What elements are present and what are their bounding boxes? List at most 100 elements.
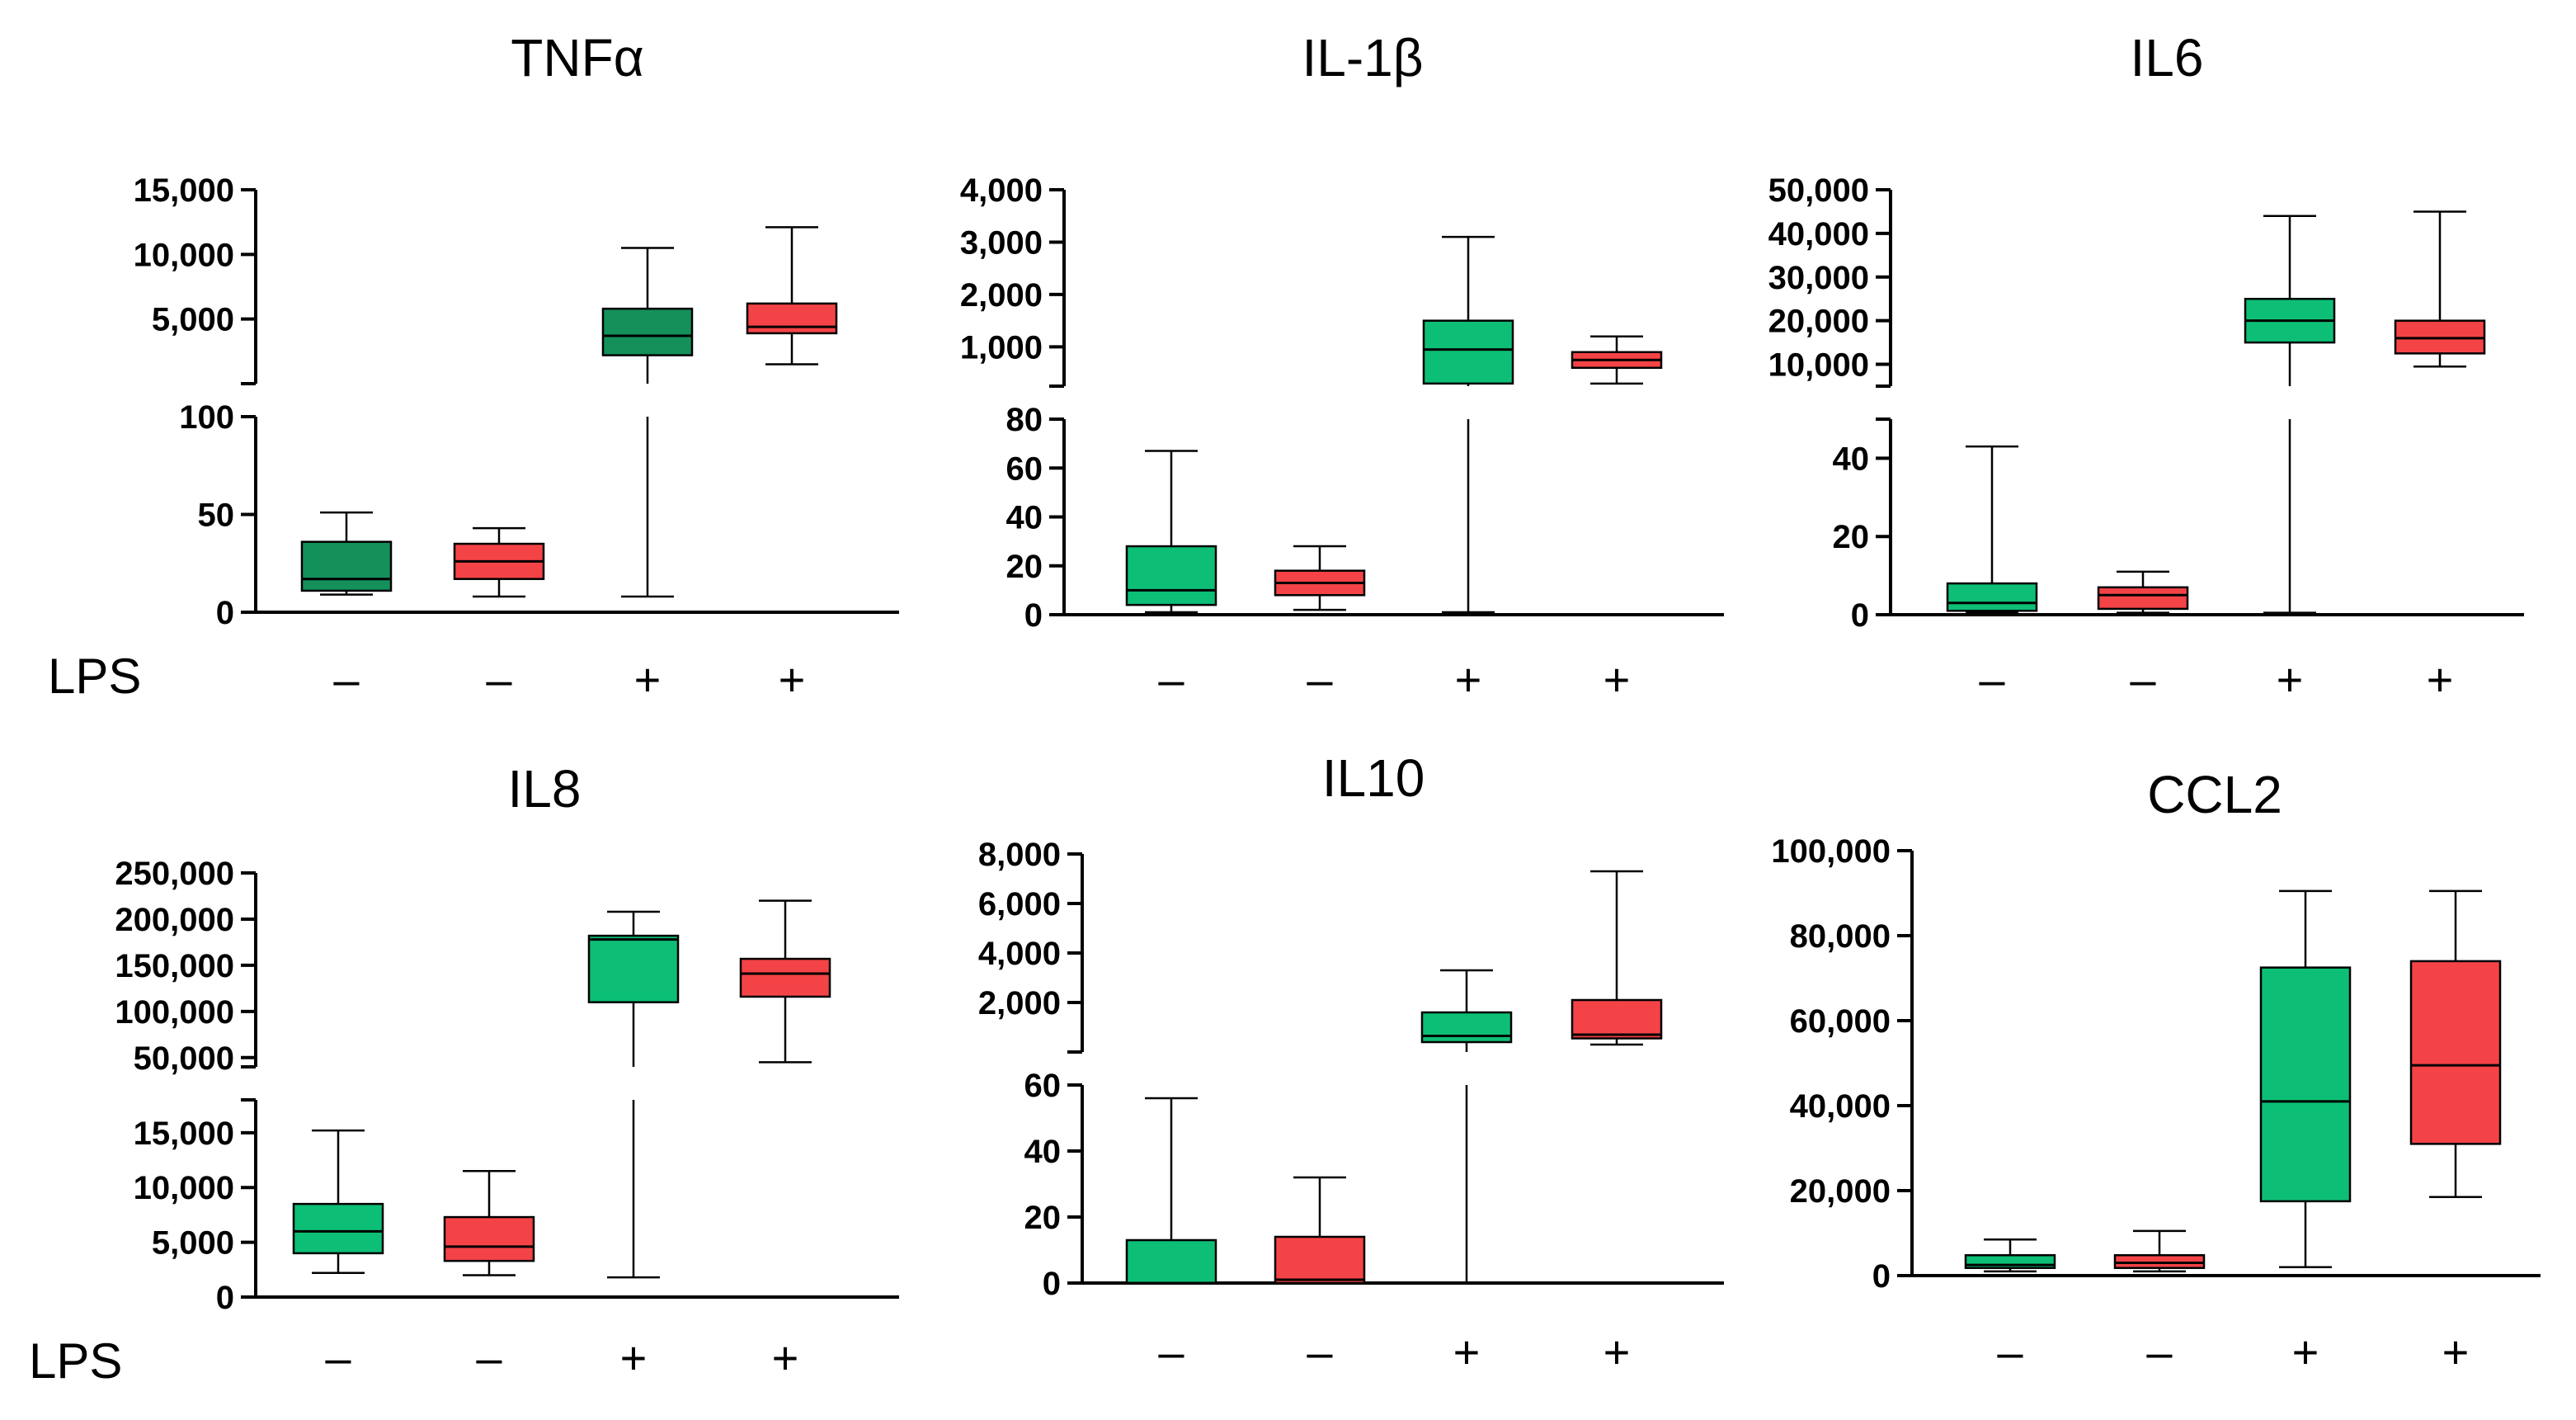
lps-group-label: –: [1158, 1326, 1184, 1378]
chart-panel-il6: IL6 10,000 20,000 30,000 40,000 50,000 0 20 40 – –…: [1768, 28, 2524, 705]
y-tick-label: 40,000: [1768, 216, 1869, 252]
chart-title: IL6: [2131, 28, 2204, 87]
box-iqr: [1571, 998, 1663, 1040]
y-tick-label: 20,000: [1768, 304, 1869, 340]
lps-group-label: +: [772, 1332, 799, 1384]
box-iqr: [1125, 1238, 1217, 1285]
y-tick-label: 0: [1043, 1266, 1061, 1302]
chart-title: IL-1β: [1302, 28, 1423, 87]
y-tick-label: 0: [1872, 1258, 1891, 1295]
y-tick-label: 8,000: [978, 837, 1061, 873]
chart-panel-ccl2: CCL2 0 20,000 40,000 60,000 80,000 100,000 – – + +: [1771, 765, 2541, 1378]
y-tick-label: 2,000: [978, 985, 1061, 1021]
y-tick-label: 60,000: [1790, 1003, 1891, 1040]
box-group-3: [601, 247, 694, 598]
y-tick-label: 3,000: [960, 224, 1043, 261]
box-iqr: [2259, 966, 2352, 1203]
y-tick-label: 0: [1024, 597, 1043, 634]
y-tick-label: 20: [1006, 549, 1043, 585]
box-iqr: [300, 540, 393, 592]
box-iqr: [739, 957, 831, 998]
box-group-4: [746, 226, 838, 366]
y-tick-label: 6,000: [978, 886, 1061, 922]
y-tick-label: 20: [1024, 1200, 1062, 1236]
y-tick-label: 20: [1833, 519, 1870, 555]
y-tick-label: 150,000: [115, 948, 234, 984]
lps-group-label: +: [634, 653, 662, 705]
y-tick-label: 15,000: [134, 172, 234, 209]
y-tick-label: 80,000: [1790, 918, 1891, 955]
lps-group-label: –: [325, 1332, 351, 1384]
lps-group-label: –: [1307, 1326, 1333, 1378]
box-group-1: [1964, 1238, 2056, 1273]
lps-group-label: –: [2146, 1326, 2173, 1378]
lps-group-label: –: [1307, 653, 1333, 705]
y-tick-label: 200,000: [115, 902, 234, 938]
box-group-2: [2113, 1229, 2206, 1273]
y-tick-label: 50,000: [134, 1040, 234, 1077]
y-tick-label: 50,000: [1768, 172, 1869, 209]
y-tick-label: 2,000: [960, 277, 1043, 314]
chart-title: IL8: [508, 759, 582, 819]
lps-group-label: –: [2130, 653, 2156, 705]
box-group-1: [300, 511, 393, 596]
y-tick-label: 5,000: [152, 1225, 234, 1262]
lps-group-label: +: [1453, 1326, 1481, 1378]
lps-group-label: –: [333, 653, 360, 705]
box-group-4: [1571, 335, 1663, 385]
lps-group-label: +: [620, 1332, 648, 1384]
box-group-4: [739, 899, 831, 1064]
box-group-4: [2409, 889, 2502, 1198]
box-group-1: [292, 1129, 384, 1275]
lps-row-label: LPS: [48, 649, 141, 704]
y-tick-label: 40: [1006, 500, 1043, 536]
y-tick-label: 10,000: [134, 1170, 234, 1206]
y-tick-label: 20,000: [1790, 1173, 1891, 1210]
lps-group-label: +: [1604, 1326, 1631, 1378]
lps-group-label: +: [1604, 653, 1631, 705]
y-tick-label: 60: [1024, 1068, 1062, 1104]
box-group-2: [443, 1170, 535, 1276]
box-iqr: [1125, 545, 1217, 606]
lps-group-label: +: [2442, 1326, 2470, 1378]
chart-panel-il8: IL8 50,000 100,000 150,000 200,000 250,000 0 5,…: [29, 759, 899, 1389]
box-group-1: [1946, 445, 2038, 614]
y-tick-label: 100,000: [1771, 833, 1891, 870]
lps-group-label: +: [779, 653, 806, 705]
box-iqr: [2097, 586, 2189, 611]
box-group-4: [1571, 870, 1663, 1046]
box-iqr: [2409, 960, 2502, 1145]
y-tick-label: 0: [216, 1280, 234, 1316]
y-tick-label: 100: [179, 399, 234, 436]
box-group-2: [1274, 1176, 1366, 1285]
lps-group-label: +: [1455, 653, 1482, 705]
box-iqr: [1422, 319, 1514, 385]
lps-group-label: –: [1997, 1326, 2023, 1378]
y-tick-label: 60: [1006, 451, 1043, 487]
y-tick-label: 1,000: [960, 329, 1043, 366]
box-iqr: [601, 307, 694, 356]
y-tick-label: 4,000: [978, 936, 1061, 972]
lps-group-label: –: [486, 653, 512, 705]
y-tick-label: 250,000: [115, 856, 234, 892]
chart-title: CCL2: [2147, 765, 2282, 824]
box-group-3: [2259, 889, 2352, 1268]
box-group-3: [1420, 969, 1513, 1285]
box-iqr: [1946, 582, 2038, 612]
y-tick-label: 30,000: [1768, 260, 1869, 296]
lps-group-label: –: [1979, 653, 2005, 705]
box-group-1: [1125, 450, 1217, 614]
chart-panel-il10: IL10 2,000 4,000 6,000 8,000 0 20 40 60 – – + +: [978, 748, 1724, 1378]
y-tick-label: 40,000: [1790, 1088, 1891, 1125]
y-tick-label: 40: [1024, 1134, 1062, 1170]
box-iqr: [587, 934, 680, 1003]
lps-group-label: –: [476, 1332, 502, 1384]
box-group-2: [1274, 545, 1366, 611]
lps-row-label: LPS: [29, 1333, 122, 1389]
box-iqr: [292, 1202, 384, 1255]
chart-panel-il-1-: IL-1β 1,000 2,000 3,000 4,000 0 20 40 60 80 – – + +: [960, 28, 1724, 705]
box-iqr: [2113, 1254, 2206, 1269]
y-tick-label: 0: [216, 595, 234, 631]
